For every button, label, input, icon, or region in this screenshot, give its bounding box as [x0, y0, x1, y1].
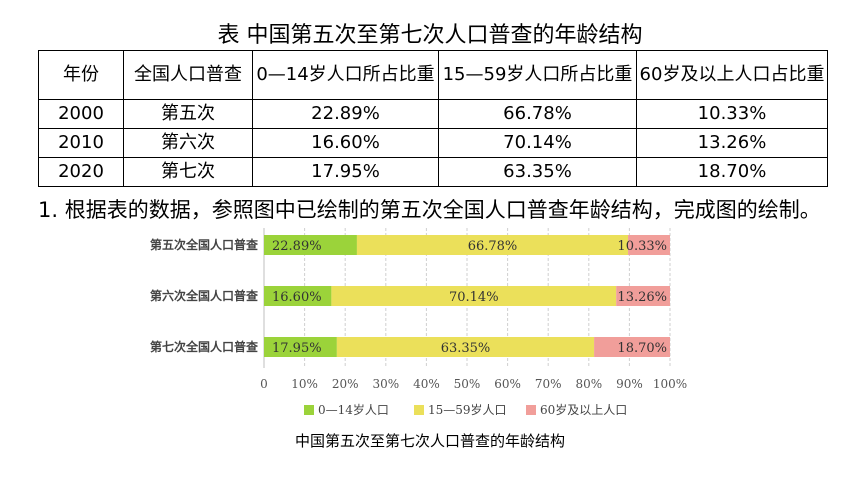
x-tick-label: 30%	[372, 377, 399, 391]
data-label: 66.78%	[468, 239, 518, 254]
bar-segment	[336, 337, 595, 357]
chart-caption: 中国第五次至第七次人口普查的年龄结构	[294, 432, 565, 450]
cell-census: 第五次	[123, 99, 253, 129]
x-tick-label: 0	[260, 377, 268, 391]
x-tick-label: 90%	[616, 377, 643, 391]
table-row: 2020 第七次 17.95% 63.35% 18.70%	[38, 157, 828, 187]
cell-age-0-14: 16.60%	[252, 128, 439, 158]
bar-segment	[356, 235, 629, 255]
bar-segment	[594, 337, 670, 357]
category-label: 第六次全国人口普查	[150, 288, 259, 303]
cell-census: 第六次	[123, 128, 253, 158]
bar-segment	[616, 286, 670, 306]
header-census: 全国人口普查	[123, 50, 253, 100]
cell-age-60-plus: 18.70%	[636, 157, 828, 187]
table-title: 表 中国第五次至第七次人口普查的年龄结构	[217, 23, 643, 48]
bar-segment	[331, 286, 617, 306]
legend-swatch	[304, 405, 314, 415]
cell-year: 2000	[38, 99, 124, 129]
cell-age-15-59: 66.78%	[438, 99, 637, 129]
legend-label: 60岁及以上人口	[540, 402, 627, 417]
age-structure-table: 年份 全国人口普查 0—14岁人口所占比重 15—59岁人口所占比重 60岁及以…	[38, 50, 828, 187]
table-row: 2010 第六次 16.60% 70.14% 13.26%	[38, 128, 828, 158]
legend-label: 0—14岁人口	[318, 402, 389, 417]
cell-age-15-59: 63.35%	[438, 157, 637, 187]
data-label: 22.89%	[272, 239, 322, 254]
x-tick-label: 60%	[494, 377, 521, 391]
table-header-row: 年份 全国人口普查 0—14岁人口所占比重 15—59岁人口所占比重 60岁及以…	[38, 50, 828, 100]
cell-age-60-plus: 13.26%	[636, 128, 828, 158]
data-label: 70.14%	[449, 290, 499, 305]
x-tick-label: 20%	[332, 377, 359, 391]
x-tick-label: 50%	[454, 377, 481, 391]
x-tick-label: 80%	[575, 377, 602, 391]
cell-age-60-plus: 10.33%	[636, 99, 828, 129]
category-label: 第七次全国人口普查	[150, 339, 259, 354]
x-tick-label: 10%	[291, 377, 318, 391]
bar-segment	[264, 286, 332, 306]
cell-age-0-14: 17.95%	[252, 157, 439, 187]
cell-census: 第七次	[123, 157, 253, 187]
x-tick-label: 40%	[413, 377, 440, 391]
data-label: 17.95%	[272, 341, 322, 356]
data-label: 13.26%	[617, 290, 667, 305]
table-row: 2000 第五次 22.89% 66.78% 10.33%	[38, 99, 828, 129]
data-label: 10.33%	[617, 239, 667, 254]
data-label: 18.70%	[617, 341, 667, 356]
header-year: 年份	[38, 50, 124, 100]
legend-swatch	[526, 405, 536, 415]
bar-segment	[264, 337, 337, 357]
question-text: 1. 根据表的数据，参照图中已绘制的第五次全国人口普查年龄结构，完成图的绘制。	[38, 198, 821, 222]
data-label: 16.60%	[272, 290, 322, 305]
header-age-60-plus: 60岁及以上人口占比重	[636, 50, 828, 100]
bar-segment	[628, 235, 670, 255]
legend-swatch	[414, 405, 424, 415]
cell-year: 2010	[38, 128, 124, 158]
cell-year: 2020	[38, 157, 124, 187]
data-label: 63.35%	[441, 341, 491, 356]
legend-label: 15—59岁人口	[428, 402, 507, 417]
header-age-0-14: 0—14岁人口所占比重	[252, 50, 439, 100]
x-tick-label: 70%	[535, 377, 562, 391]
x-tick-label: 100%	[653, 377, 687, 391]
category-label: 第五次全国人口普查	[150, 237, 259, 252]
bar-segment	[264, 235, 357, 255]
